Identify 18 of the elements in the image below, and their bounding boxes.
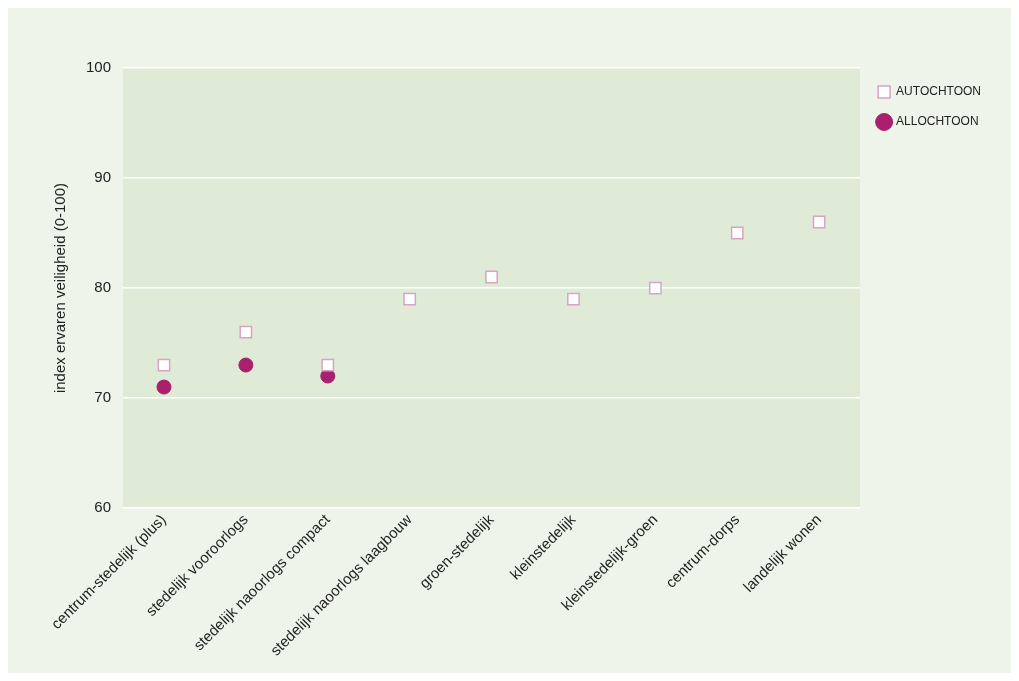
y-tick-label: 70 <box>94 388 112 406</box>
legend-label: AUTOCHTOON <box>896 84 982 99</box>
y-tick-label: 80 <box>94 278 112 296</box>
point <box>567 292 580 306</box>
legend-label: ALLOCHTOON <box>896 114 979 129</box>
point <box>485 270 498 284</box>
point <box>156 379 172 395</box>
point <box>321 358 335 372</box>
point <box>239 325 253 339</box>
point <box>812 215 826 229</box>
y-tick-label: 100 <box>86 58 112 76</box>
y-axis-title: index ervaren veiligheid (0-100) <box>51 182 69 394</box>
point <box>403 292 417 306</box>
y-tick-label: 90 <box>94 168 112 186</box>
point <box>730 226 744 240</box>
y-tick-label: 60 <box>94 498 112 516</box>
point <box>238 357 254 373</box>
point <box>648 281 662 295</box>
